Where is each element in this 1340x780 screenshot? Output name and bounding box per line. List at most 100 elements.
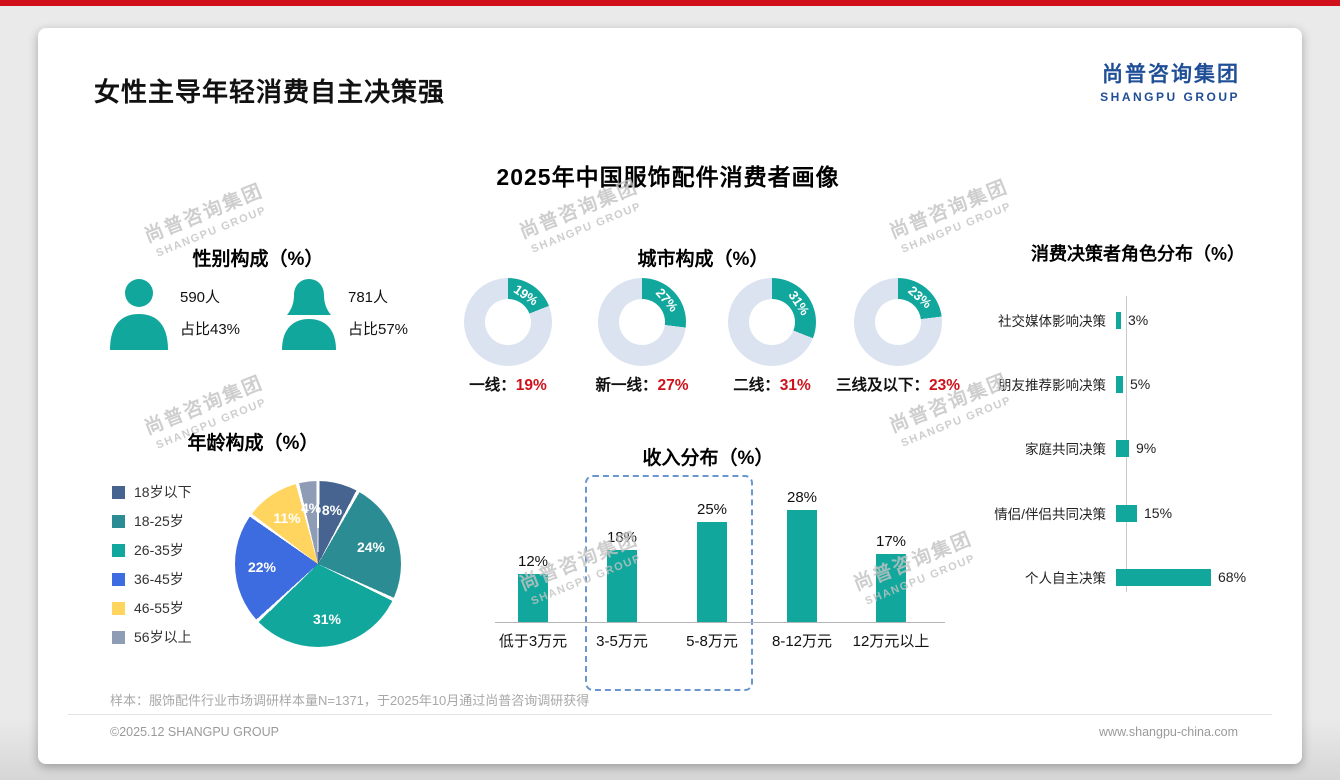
donut-group-tier3: 23% 三线及以下：23%: [808, 278, 988, 395]
pie-percent-label: 31%: [312, 611, 342, 627]
decision-row: 个人自主决策 68%: [968, 566, 1298, 588]
logo-text-en: SHANGPU GROUP: [1100, 90, 1240, 104]
donut-caption: 一线：19%: [418, 373, 598, 395]
donut-caption-value: 31%: [779, 377, 811, 394]
donut-group-tier2: 31% 二线：31%: [682, 278, 862, 395]
income-value: 12%: [517, 553, 549, 570]
male-share: 占比43%: [180, 321, 241, 338]
age-pie-chart: 8% 24% 31% 22% 11% 4%: [235, 481, 401, 647]
legend-swatch: [112, 543, 125, 557]
legend-label: 56岁以上: [134, 629, 192, 645]
male-silhouette-icon: [110, 279, 168, 350]
male-person-icon: [106, 278, 172, 352]
donut-caption-value: 23%: [928, 377, 961, 394]
income-column: 28%: [754, 480, 850, 622]
income-column: 25%: [664, 480, 760, 622]
legend-swatch: [112, 514, 125, 528]
legend-item: 46-55岁: [112, 598, 184, 618]
donut-chart-tier3: 23%: [854, 278, 942, 366]
donut-group-newtier1: 27% 新一线：27%: [552, 278, 732, 395]
female-count: 781人: [348, 289, 389, 306]
legend-label: 26-35岁: [134, 542, 184, 558]
pie-percent-label: 4%: [300, 500, 322, 516]
income-section-title: 收入分布（%）: [642, 448, 774, 469]
decision-value: 5%: [1130, 376, 1151, 392]
company-logo: 尚普咨询集团 SHANGPU GROUP: [1100, 58, 1240, 104]
gender-section-title: 性别构成（%）: [192, 249, 324, 270]
income-value: 25%: [696, 501, 728, 518]
female-silhouette-icon: [282, 279, 336, 350]
income-bar: [876, 554, 906, 622]
decision-label: 家庭共同决策: [1025, 442, 1106, 457]
decision-bar: [1116, 311, 1121, 329]
donut-caption-label: 新一线：: [595, 377, 658, 394]
income-baseline: [495, 622, 945, 623]
female-share: 占比57%: [348, 321, 409, 338]
footer-divider: [68, 714, 1272, 715]
logo-text-cn: 尚普咨询集团: [1102, 63, 1240, 86]
legend-swatch: [112, 485, 125, 499]
income-bar: [787, 510, 817, 622]
legend-swatch: [112, 601, 125, 615]
donut-percent-label: 19%: [511, 281, 541, 309]
income-x-label: 8-12万元: [771, 633, 833, 650]
income-value: 17%: [875, 533, 907, 550]
legend-item: 18-25岁: [112, 511, 184, 531]
donut-chart-newtier1: 27%: [598, 278, 686, 366]
legend-label: 36-45岁: [134, 571, 184, 587]
donut-chart-tier1: 19%: [464, 278, 552, 366]
legend-label: 18-25岁: [134, 513, 184, 529]
female-person-icon: [276, 278, 342, 352]
income-x-label: 5-8万元: [686, 633, 738, 650]
pie-percent-label: 22%: [247, 559, 277, 575]
income-value: 18%: [606, 529, 638, 546]
donut-percent-label: 27%: [652, 285, 682, 315]
legend-item: 26-35岁: [112, 540, 184, 560]
income-bar: [607, 550, 637, 622]
income-value: 28%: [786, 489, 818, 506]
donut-chart-tier2: 31%: [728, 278, 816, 366]
decision-value: 15%: [1144, 505, 1173, 521]
decision-section-title: 消费决策者角色分布（%）: [1030, 244, 1245, 264]
pie-percent-label: 8%: [321, 502, 343, 518]
income-bar: [697, 522, 727, 622]
decision-label: 社交媒体影响决策: [998, 314, 1106, 329]
donut-caption-value: 19%: [515, 377, 547, 394]
income-bar: [518, 574, 548, 622]
decision-label: 个人自主决策: [1025, 571, 1106, 586]
decision-bar: [1116, 439, 1129, 457]
decision-row: 情侣/伴侣共同决策 15%: [968, 502, 1298, 524]
legend-swatch: [112, 630, 125, 644]
income-column: 18%: [574, 480, 670, 622]
donut-caption-value: 27%: [657, 377, 689, 394]
male-count: 590人: [180, 289, 221, 306]
decision-row: 家庭共同决策 9%: [968, 437, 1298, 459]
slide: 女性主导年轻消费自主决策强 尚普咨询集团 SHANGPU GROUP 2025年…: [38, 28, 1302, 764]
donut-group-tier1: 19% 一线：19%: [418, 278, 598, 395]
sample-footnote: 样本：服饰配件行业市场调研样本量N=1371，于2025年10月通过尚普咨询调研…: [110, 693, 590, 708]
legend-item: 36-45岁: [112, 569, 184, 589]
legend-label: 46-55岁: [134, 600, 184, 616]
city-section-title: 城市构成（%）: [637, 249, 769, 270]
legend-item: 56岁以上: [112, 627, 192, 647]
decision-bar: [1116, 504, 1137, 522]
legend-label: 18岁以下: [134, 484, 192, 500]
income-x-label: 低于3万元: [498, 633, 568, 650]
donut-caption-label: 三线及以下：: [835, 377, 929, 394]
pie-percent-label: 11%: [273, 510, 301, 526]
donut-caption: 二线：31%: [682, 373, 862, 395]
decision-bar: [1116, 375, 1123, 393]
footer-copyright: ©2025.12 SHANGPU GROUP: [110, 725, 279, 739]
donut-caption: 新一线：27%: [552, 373, 732, 395]
page-title: 女性主导年轻消费自主决策强: [94, 77, 446, 107]
decision-label: 朋友推荐影响决策: [998, 378, 1106, 393]
decision-label: 情侣/伴侣共同决策: [994, 507, 1106, 522]
income-x-label: 12万元以上: [852, 633, 930, 650]
decision-value: 9%: [1136, 440, 1157, 456]
pie-percent-label: 24%: [356, 539, 386, 555]
legend-swatch: [112, 572, 125, 586]
decision-value: 68%: [1218, 569, 1247, 585]
main-chart-title: 2025年中国服饰配件消费者画像: [496, 164, 840, 190]
donut-caption-label: 一线：: [469, 377, 516, 394]
